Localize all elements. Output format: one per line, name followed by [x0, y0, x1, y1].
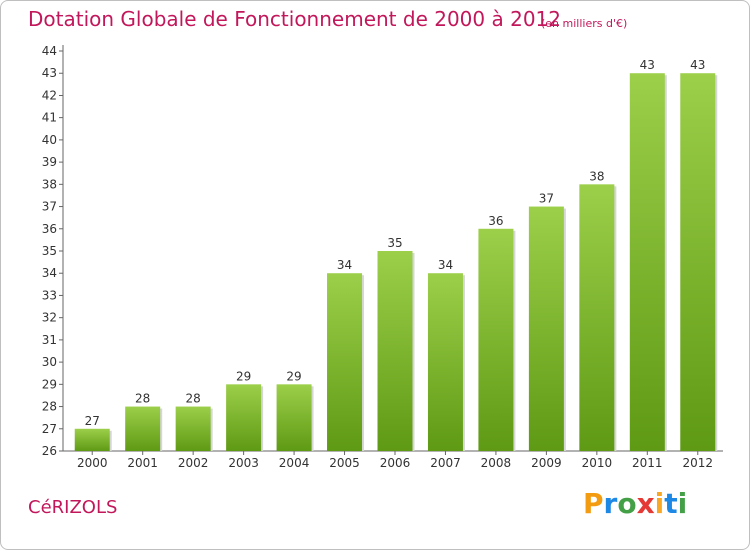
logo-letter: i [677, 487, 688, 520]
y-tick-label: 42 [42, 88, 57, 102]
y-tick-label: 26 [42, 444, 57, 458]
bar-value-labels: 27 28 28 29 29 34 35 34 36 37 38 43 43 [85, 58, 706, 428]
x-tick-label: 2000 [77, 456, 108, 470]
bar-value-label: 43 [690, 58, 705, 72]
y-tick-label: 41 [42, 111, 57, 125]
y-tick-label: 31 [42, 333, 57, 347]
bar-value-label: 28 [186, 392, 201, 406]
commune-name: CéRIZOLS [28, 497, 118, 518]
y-tick-label: 30 [42, 355, 57, 369]
x-tick-label: 2005 [329, 456, 360, 470]
y-tick-label: 36 [42, 222, 57, 236]
logo-letter: t [664, 487, 678, 520]
y-tick-label: 39 [42, 155, 57, 169]
bar-value-label: 34 [337, 258, 352, 272]
x-tick-label: 2012 [682, 456, 713, 470]
y-tick-label: 33 [42, 288, 57, 302]
y-tick-label: 32 [42, 311, 57, 325]
bar-value-label: 38 [589, 169, 604, 183]
bar-value-label: 35 [387, 236, 402, 250]
bar-2001 [125, 406, 161, 451]
proxiti-logo: Proxiti [583, 487, 687, 520]
y-tick-label: 35 [42, 244, 57, 258]
bar-2009 [528, 206, 564, 451]
bar-value-label: 37 [539, 192, 554, 206]
x-tick-label: 2008 [481, 456, 512, 470]
bar-value-label: 28 [135, 392, 150, 406]
bar-2002 [175, 406, 211, 451]
bar-2003 [226, 384, 262, 451]
x-tick-label: 2010 [582, 456, 613, 470]
bar-2007 [427, 273, 463, 451]
bar-2004 [276, 384, 312, 451]
axes: 26 27 28 29 30 31 32 33 34 35 36 37 38 39 40 41 42 43 44 20… [42, 44, 723, 470]
x-tick-label: 2009 [531, 456, 562, 470]
x-tick-label: 2001 [127, 456, 158, 470]
bar-2006 [377, 251, 413, 451]
y-tick-label: 44 [42, 44, 57, 58]
x-tick-label: 2006 [380, 456, 411, 470]
bars [74, 73, 718, 452]
bar-2000 [74, 428, 110, 451]
y-tick-label: 40 [42, 133, 57, 147]
bar-value-label: 36 [488, 214, 503, 228]
x-tick-label: 2002 [178, 456, 209, 470]
x-tick-label: 2003 [228, 456, 259, 470]
y-tick-label: 43 [42, 66, 57, 80]
y-tick-label: 34 [42, 266, 57, 280]
bar-value-label: 34 [438, 258, 453, 272]
bar-value-label: 43 [640, 58, 655, 72]
bar-value-label: 29 [286, 369, 301, 383]
bar-2011 [629, 73, 665, 451]
chart-title: Dotation Globale de Fonctionnement de 20… [28, 7, 561, 31]
x-tick-label: 2004 [279, 456, 310, 470]
logo-letter: P [583, 487, 604, 520]
x-tick-label: 2007 [430, 456, 461, 470]
chart-subtitle: (en milliers d'€) [541, 17, 628, 30]
logo-letter: o [617, 487, 637, 520]
logo-letter: x [636, 487, 655, 520]
bar-2005 [327, 273, 363, 451]
y-tick-label: 28 [42, 400, 57, 414]
y-tick-label: 29 [42, 377, 57, 391]
logo-letter: i [654, 487, 665, 520]
bar-2012 [680, 73, 716, 451]
x-tick-label: 2011 [632, 456, 663, 470]
bar-2010 [579, 184, 615, 452]
y-tick-label: 38 [42, 177, 57, 191]
bar-2008 [478, 228, 514, 451]
bar-value-label: 27 [85, 414, 100, 428]
bar-value-label: 29 [236, 369, 251, 383]
y-tick-label: 37 [42, 200, 57, 214]
y-tick-label: 27 [42, 422, 57, 436]
logo-letter: r [603, 487, 618, 520]
